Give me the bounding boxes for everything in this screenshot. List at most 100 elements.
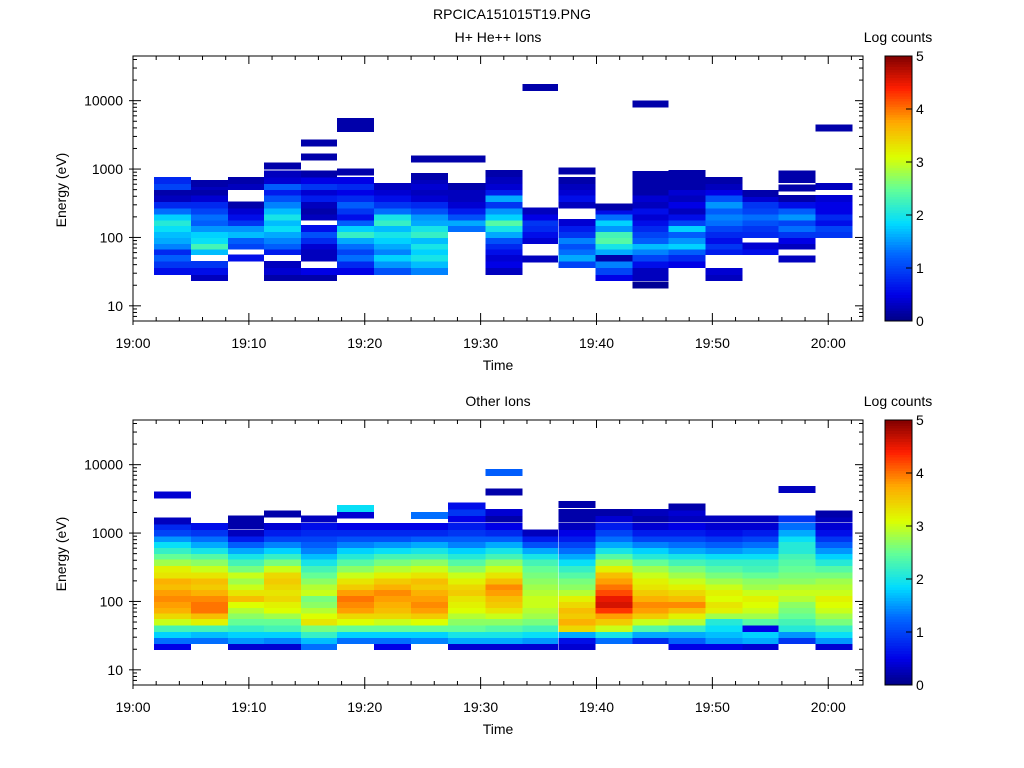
heatmap-cell xyxy=(558,509,596,516)
heatmap-cell xyxy=(485,170,523,177)
heatmap-cell xyxy=(448,571,486,579)
heatmap-cell xyxy=(485,625,523,633)
colorbar-step xyxy=(885,610,912,615)
colorbar-step xyxy=(885,632,912,636)
heatmap-cell xyxy=(228,219,264,227)
heatmap-cell xyxy=(448,201,486,209)
heatmap-cell xyxy=(742,606,779,614)
heatmap-cell xyxy=(263,170,301,178)
x-axis: 19:00 19:10 19:20 19:30 19:40 19:50 20:00 xyxy=(115,420,852,715)
x-tick-label: 19:40 xyxy=(579,699,614,715)
heatmap-cell xyxy=(336,168,374,176)
heatmap-cell xyxy=(742,559,779,567)
heatmap-cell xyxy=(742,541,779,548)
heatmap-cell xyxy=(448,213,486,221)
heatmap-cell xyxy=(336,529,374,537)
colorbar-tick-label: 0 xyxy=(916,313,924,329)
heatmap-cell xyxy=(558,636,596,644)
heatmap-cell xyxy=(778,176,816,184)
heatmap-cell xyxy=(190,188,228,196)
heatmap-cell xyxy=(742,583,779,591)
heatmap-cell xyxy=(632,281,669,289)
heatmap-cell xyxy=(705,636,743,644)
heatmap-cell xyxy=(228,201,264,209)
heatmap-cell xyxy=(558,515,596,523)
heatmap-cell xyxy=(448,195,486,203)
colorbar-step xyxy=(885,441,912,445)
heatmap-cell xyxy=(668,522,706,530)
heatmap-cell xyxy=(336,546,374,554)
heatmap-cell xyxy=(374,254,412,262)
heatmap-cell xyxy=(558,225,596,232)
heatmap-cell xyxy=(448,502,486,510)
x-tick-label: 19:30 xyxy=(463,699,498,715)
colorbar-step xyxy=(885,666,912,670)
heatmap-cell xyxy=(153,565,191,573)
heatmap-cell xyxy=(705,630,743,638)
colorbar-step xyxy=(885,541,912,546)
colorbar-title: Log counts xyxy=(863,29,933,45)
heatmap-cell xyxy=(595,618,633,626)
x-tick-label: 19:10 xyxy=(231,335,266,351)
heatmap-cell xyxy=(411,155,449,163)
colorbar-step xyxy=(885,581,912,585)
heatmap-cell xyxy=(448,155,486,163)
heatmap-cell xyxy=(190,522,228,530)
heatmap-cell xyxy=(815,606,853,614)
heatmap-cell xyxy=(668,589,706,596)
colorbar-step xyxy=(885,252,912,256)
colorbar-step xyxy=(885,249,912,253)
heatmap-cell xyxy=(374,546,412,554)
heatmap-cell xyxy=(522,577,559,585)
heatmap-cell xyxy=(668,577,706,585)
heatmap-cell xyxy=(448,612,486,620)
heatmap-cell xyxy=(228,642,264,650)
heatmap-cell xyxy=(705,182,743,190)
heatmap-cell xyxy=(153,606,191,614)
plot-frame xyxy=(132,419,864,686)
colorbar-step xyxy=(885,597,912,601)
colorbar-step xyxy=(885,650,912,654)
heatmap-cell xyxy=(522,589,559,596)
colorbar-step xyxy=(885,225,912,229)
heatmap-cell xyxy=(411,207,449,215)
heatmap-cell xyxy=(632,237,669,245)
heatmap-cell xyxy=(815,636,853,644)
heatmap-cell xyxy=(153,248,191,256)
colorbar-step xyxy=(885,148,912,152)
heatmap-cell xyxy=(190,636,228,644)
heatmap-cell xyxy=(815,601,853,609)
heatmap-cell xyxy=(558,261,596,269)
heatmap-cell xyxy=(228,225,264,232)
heatmap-cell xyxy=(411,565,449,573)
colorbar-step xyxy=(885,241,912,245)
heatmap-cell xyxy=(632,552,669,560)
colorbar-step xyxy=(885,268,912,272)
heatmap-cell xyxy=(485,552,523,560)
heatmap-cell xyxy=(522,625,559,633)
colorbar-step xyxy=(885,122,912,126)
colorbar-title: Log counts xyxy=(863,393,933,409)
heatmap-cell xyxy=(263,529,301,537)
heatmap-cell xyxy=(228,601,264,609)
heatmap-cell xyxy=(558,559,596,567)
colorbar-step xyxy=(885,77,912,81)
heatmap-cell xyxy=(228,552,264,560)
colorbar-step xyxy=(885,275,912,280)
heatmap-cell xyxy=(301,139,337,147)
heatmap-cell xyxy=(228,207,264,215)
heatmap-cell xyxy=(742,571,779,579)
heatmap-cell xyxy=(632,188,669,196)
heatmap-cell xyxy=(778,195,816,203)
colorbar-step xyxy=(885,199,912,203)
heatmap-cell xyxy=(263,625,301,633)
heatmap-cell xyxy=(778,606,816,614)
heatmap-cell xyxy=(228,606,264,614)
colorbar-step xyxy=(885,682,912,686)
heatmap-cell xyxy=(668,242,706,250)
heatmap-cell xyxy=(595,595,633,603)
heatmap-cell xyxy=(668,254,706,262)
heatmap-cell xyxy=(228,577,264,585)
colorbar-step xyxy=(885,422,912,426)
heatmap-cell xyxy=(485,583,523,591)
